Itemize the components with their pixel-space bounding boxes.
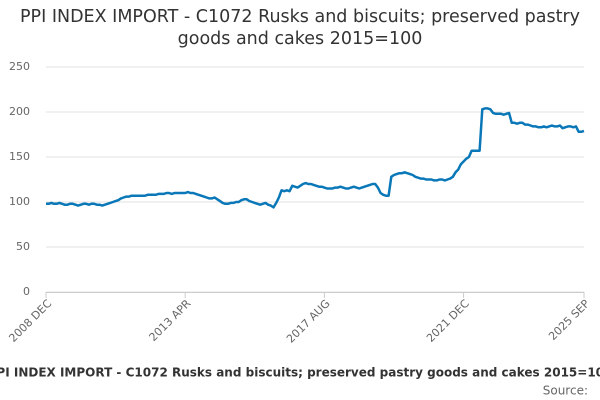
y-tick-label: 50: [16, 240, 30, 253]
y-tick-label: 200: [9, 105, 30, 118]
legend-label: PPI INDEX IMPORT - C1072 Rusks and biscu…: [0, 366, 600, 380]
x-tick-label: 2021 DEC: [424, 297, 472, 345]
source: Source:: [543, 384, 588, 398]
line-series: [46, 107, 585, 209]
y-tick-label: 100: [9, 195, 30, 208]
x-tick-label: 2008 DEC: [6, 297, 54, 345]
x-tick-label: 2017 AUG: [284, 297, 333, 346]
x-tick-label: 2013 APR: [147, 297, 194, 344]
chart-title: PPI INDEX IMPORT - C1072 Rusks and biscu…: [20, 7, 580, 49]
x-tick-label: 2025 SEP: [546, 297, 592, 343]
y-tick-label: 150: [9, 150, 30, 163]
y-tick-label: 250: [9, 60, 30, 73]
y-tick-label: 0: [23, 285, 30, 298]
